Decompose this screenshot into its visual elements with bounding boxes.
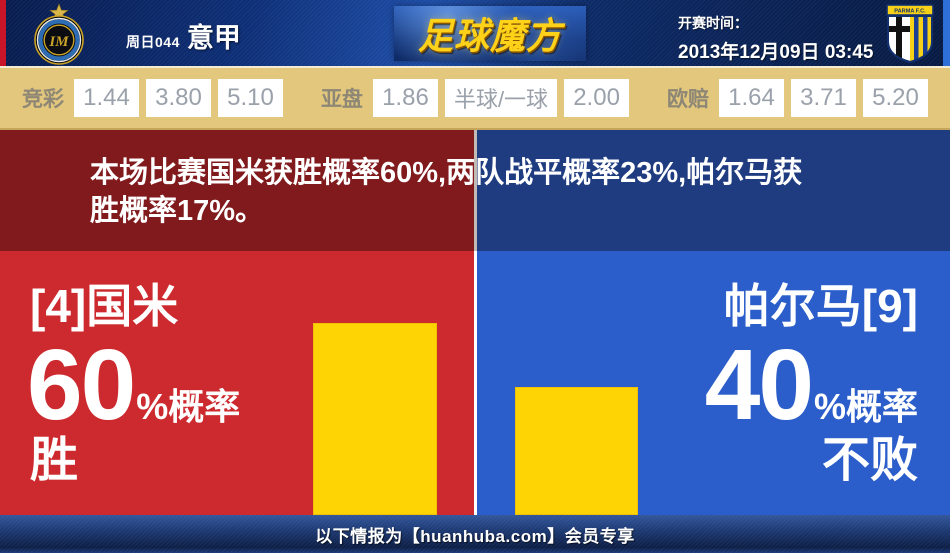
away-percent-suffix: %概率 (813, 386, 918, 427)
oupei-away-odds: 5.20 (863, 79, 928, 117)
prediction-text-line2: 胜概率17%。 (90, 195, 265, 227)
away-team-name: 帕尔马[9] (723, 280, 918, 332)
home-outcome: 胜 (30, 434, 79, 487)
right-accent-strip (943, 0, 950, 66)
yapan-label: 亚盘 (320, 88, 363, 111)
left-accent-strip (0, 0, 6, 66)
odds-bar: 竞彩 1.44 3.80 5.10 亚盘 1.86 半球/一球 2.00 欧赔 … (0, 66, 950, 130)
site-logo-text: 足球魔方 (417, 16, 562, 58)
jingcai-home-odds: 1.44 (74, 79, 139, 117)
banner-blue-half (477, 130, 950, 251)
prediction-text-line1: 本场比赛国米获胜概率60%,两队战平概率23%,帕尔马获 (90, 157, 803, 189)
yapan-handicap-line: 半球/一球 (444, 79, 558, 117)
home-team-name: [4]国米 (30, 280, 179, 332)
prediction-text: 本场比赛国米获胜概率60%,两队战平概率23%,帕尔马获 胜概率17%。 (90, 154, 802, 230)
odds-group-asian-handicap: 亚盘 1.86 半球/一球 2.00 (320, 79, 630, 117)
away-probability-bar (515, 387, 638, 515)
panel-divider (474, 251, 477, 515)
away-outcome: 不败 (821, 434, 918, 487)
banner-red-half (0, 130, 474, 251)
header-bar: IM 周日044 意甲 足球魔方 开赛时间： 2013年12月09日 03:45… (0, 0, 950, 66)
kickoff-label: 开赛时间： (678, 15, 748, 31)
banner-divider (474, 130, 477, 251)
away-probability: 40 %概率 (705, 335, 918, 435)
away-percent-value: 40 (704, 329, 814, 441)
inter-milan-badge-icon: IM (27, 2, 91, 71)
home-percent-value: 60 (27, 329, 136, 441)
probability-comparison: [4]国米 60 %概率 胜 帕尔马[9] 40 %概率 不败 (0, 251, 950, 515)
jingcai-label: 竞彩 (22, 88, 64, 111)
jingcai-draw-odds: 3.80 (146, 79, 211, 117)
site-logo[interactable]: 足球魔方 (394, 6, 586, 61)
footer-bar: 以下情报为【huanhuba.com】会员专享 (0, 515, 950, 553)
yapan-home-odds: 1.86 (372, 79, 438, 117)
oupei-label: 欧赔 (667, 88, 709, 111)
footer-text: 以下情报为【huanhuba.com】会员专享 (315, 526, 635, 546)
yapan-away-odds: 2.00 (564, 79, 630, 117)
home-probability: 60 %概率 (27, 335, 240, 435)
odds-group-jingcai: 竞彩 1.44 3.80 5.10 (22, 79, 283, 117)
home-percent-suffix: %概率 (136, 386, 241, 427)
league-name: 意甲 (186, 23, 241, 53)
parma-badge-icon: PARMA F.C. (883, 3, 937, 70)
jingcai-away-odds: 5.10 (218, 79, 283, 117)
kickoff-time: 2013年12月09日 03:45 (678, 42, 874, 63)
svg-text:IM: IM (48, 34, 69, 50)
kickoff-block: 开赛时间： 2013年12月09日 03:45 (678, 13, 873, 64)
oupei-home-odds: 1.64 (719, 79, 784, 117)
odds-group-european: 欧赔 1.64 3.71 5.20 (667, 79, 928, 117)
svg-text:PARMA F.C.: PARMA F.C. (894, 9, 926, 15)
prediction-banner: 本场比赛国米获胜概率60%,两队战平概率23%,帕尔马获 胜概率17%。 (0, 130, 950, 251)
match-code: 周日044 (126, 34, 180, 50)
home-probability-bar (313, 323, 437, 515)
oupei-draw-odds: 3.71 (791, 79, 856, 117)
match-info: 周日044 意甲 (126, 16, 241, 55)
